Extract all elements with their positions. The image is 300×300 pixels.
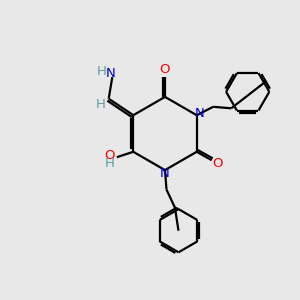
Text: H: H xyxy=(104,157,114,170)
Text: N: N xyxy=(160,167,170,180)
Text: O: O xyxy=(160,63,170,76)
Text: O: O xyxy=(104,149,115,162)
Text: O: O xyxy=(212,157,223,170)
Text: N: N xyxy=(106,67,116,80)
Text: H: H xyxy=(97,65,107,78)
Text: H: H xyxy=(95,98,105,111)
Text: N: N xyxy=(195,106,205,120)
